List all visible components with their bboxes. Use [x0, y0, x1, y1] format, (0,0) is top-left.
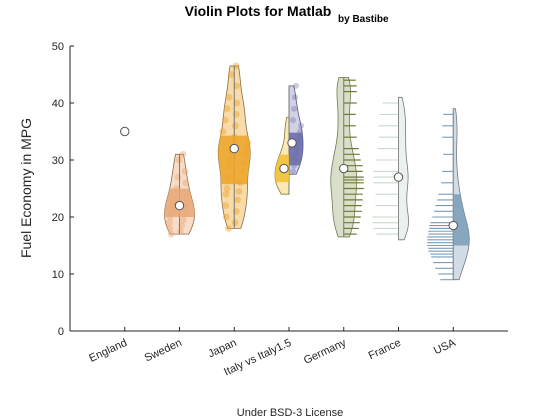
y-axis-label: Fuel Economy in MPG	[18, 118, 34, 258]
data-point	[221, 116, 229, 124]
violin-germany	[330, 76, 364, 238]
data-point	[222, 202, 230, 210]
data-point	[291, 105, 297, 112]
median-marker	[448, 220, 458, 231]
data-point	[231, 219, 239, 227]
data-point	[182, 179, 190, 187]
data-point	[298, 122, 304, 129]
median-marker	[229, 143, 239, 154]
median-marker	[393, 172, 404, 182]
data-point	[166, 219, 173, 227]
data-point	[290, 117, 296, 124]
median-marker	[339, 163, 349, 174]
quartile-band	[453, 194, 470, 246]
violin-usa	[427, 108, 470, 281]
data-point	[219, 128, 227, 135]
x-tick-label: Germany	[302, 337, 349, 367]
left-median-marker	[279, 163, 289, 174]
data-point	[179, 150, 187, 158]
data-point	[166, 225, 174, 232]
x-tick-label: Sweden	[143, 337, 184, 365]
data-point	[234, 196, 242, 204]
data-point	[231, 122, 239, 130]
data-point	[167, 230, 175, 238]
data-point	[179, 216, 187, 224]
data-point	[222, 213, 230, 221]
y-tick-label: 50	[52, 41, 64, 53]
data-point	[222, 190, 230, 198]
data-point	[233, 99, 241, 107]
data-point	[177, 227, 184, 235]
data-point	[223, 185, 231, 192]
violin-france	[372, 96, 409, 241]
y-tick-label: 30	[52, 155, 64, 167]
quartile-band	[218, 135, 251, 185]
x-tick-label: England	[87, 337, 129, 365]
data-point	[174, 173, 182, 181]
data-point	[225, 93, 233, 101]
y-tick-label: 40	[52, 98, 64, 110]
data-point	[223, 105, 231, 113]
right-quartile-band	[289, 132, 303, 166]
data-point	[235, 187, 243, 195]
violin-england	[120, 126, 130, 137]
data-point	[233, 82, 241, 90]
data-point	[292, 94, 298, 101]
chart-caption: Under BSD-3 License	[237, 407, 343, 419]
data-point	[181, 168, 189, 175]
chart-subtitle: by Bastibe	[338, 14, 389, 25]
y-tick-label: 0	[58, 326, 64, 338]
data-point	[178, 222, 186, 229]
data-point	[225, 225, 232, 232]
x-tick-label: Japan	[206, 337, 238, 361]
right-median-marker	[287, 138, 297, 148]
median-marker	[174, 200, 185, 211]
data-point	[290, 168, 296, 175]
chart-title: Violin Plots for Matlab	[185, 3, 332, 19]
y-tick-label: 10	[52, 269, 64, 281]
y-tick-label: 20	[52, 212, 64, 224]
violin-body	[398, 96, 409, 241]
data-point	[227, 71, 235, 78]
x-tick-label: France	[367, 337, 403, 362]
median-marker	[120, 126, 130, 137]
x-tick-label: USA	[432, 337, 458, 358]
data-point	[293, 82, 299, 89]
